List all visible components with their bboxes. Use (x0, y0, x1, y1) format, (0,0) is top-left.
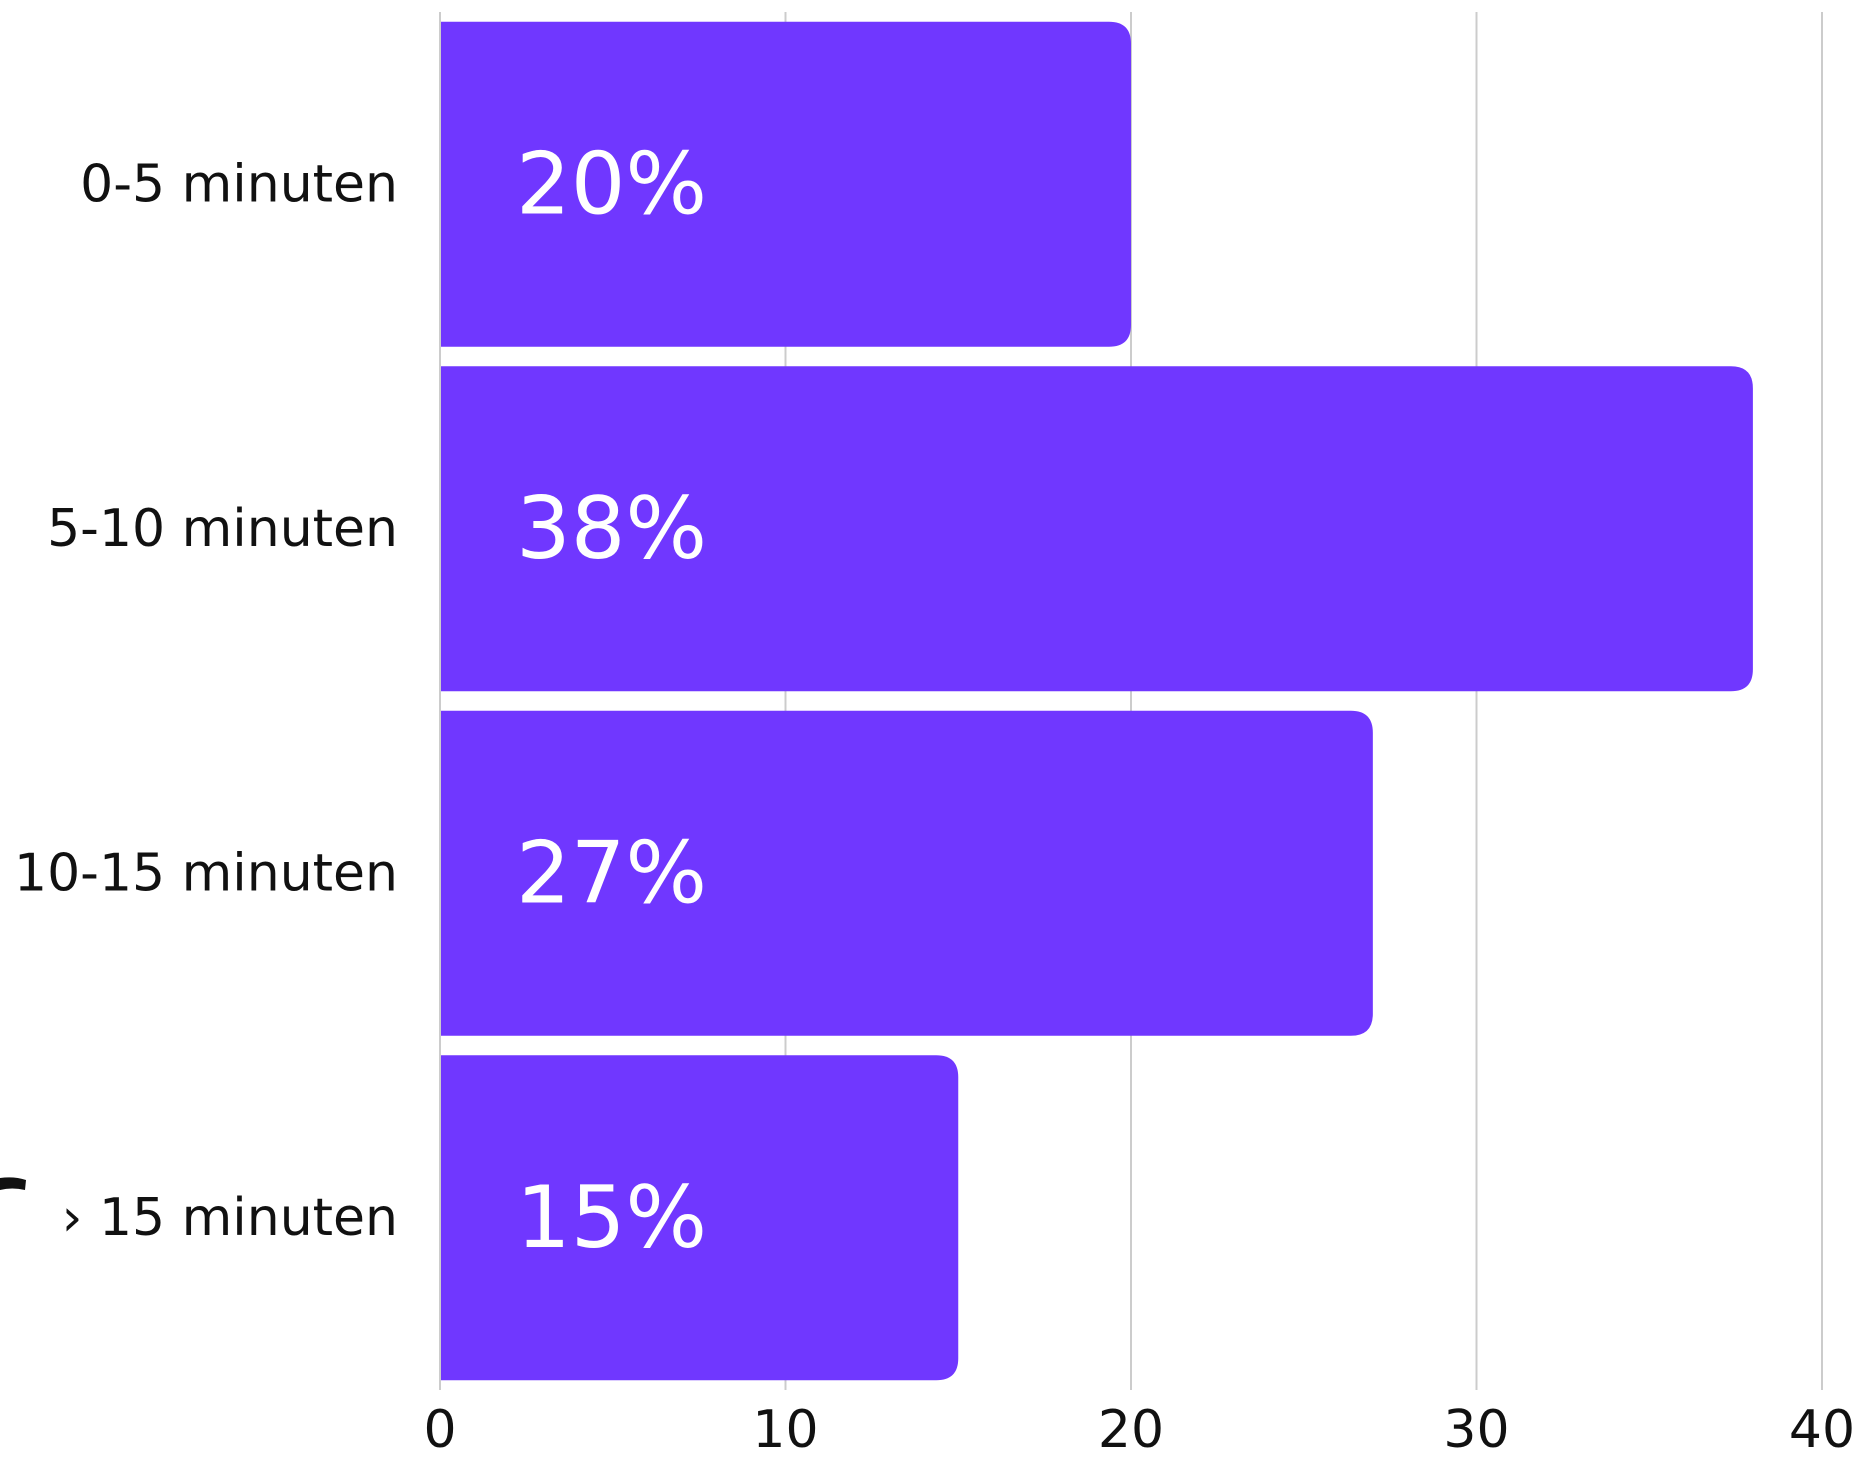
bars (440, 21, 1753, 1381)
x-tick-label-20: 20 (1098, 1400, 1164, 1458)
x-tick-label-40: 40 (1789, 1400, 1855, 1458)
x-tick-label-0: 0 (423, 1400, 456, 1458)
bar-4 (440, 1055, 959, 1381)
bar-2 (440, 366, 1753, 692)
x-tick-label-10: 10 (752, 1400, 818, 1458)
bar-1 (440, 21, 1131, 347)
data-label-3: 27% (516, 823, 707, 923)
category-label-3: 10-15 minuten (14, 843, 398, 903)
edge-mark (0, 1177, 26, 1190)
category-label-1: 0-5 minuten (80, 154, 398, 214)
category-labels: 0-5 minuten 5-10 minuten 10-15 minuten › 15… (14, 154, 398, 1248)
data-labels: 20% 38% 27% 15% (516, 134, 707, 1268)
category-label-2: 5-10 minuten (47, 499, 398, 559)
data-label-4: 15% (516, 1168, 707, 1268)
edge-brush-mark (0, 1177, 26, 1190)
x-tick-labels: 0 10 20 30 40 (423, 1400, 1855, 1458)
x-tick-label-30: 30 (1443, 1400, 1509, 1458)
data-label-2: 38% (516, 479, 707, 579)
category-label-4: › 15 minuten (62, 1188, 398, 1248)
data-label-1: 20% (516, 134, 707, 234)
bar-3 (440, 710, 1373, 1036)
